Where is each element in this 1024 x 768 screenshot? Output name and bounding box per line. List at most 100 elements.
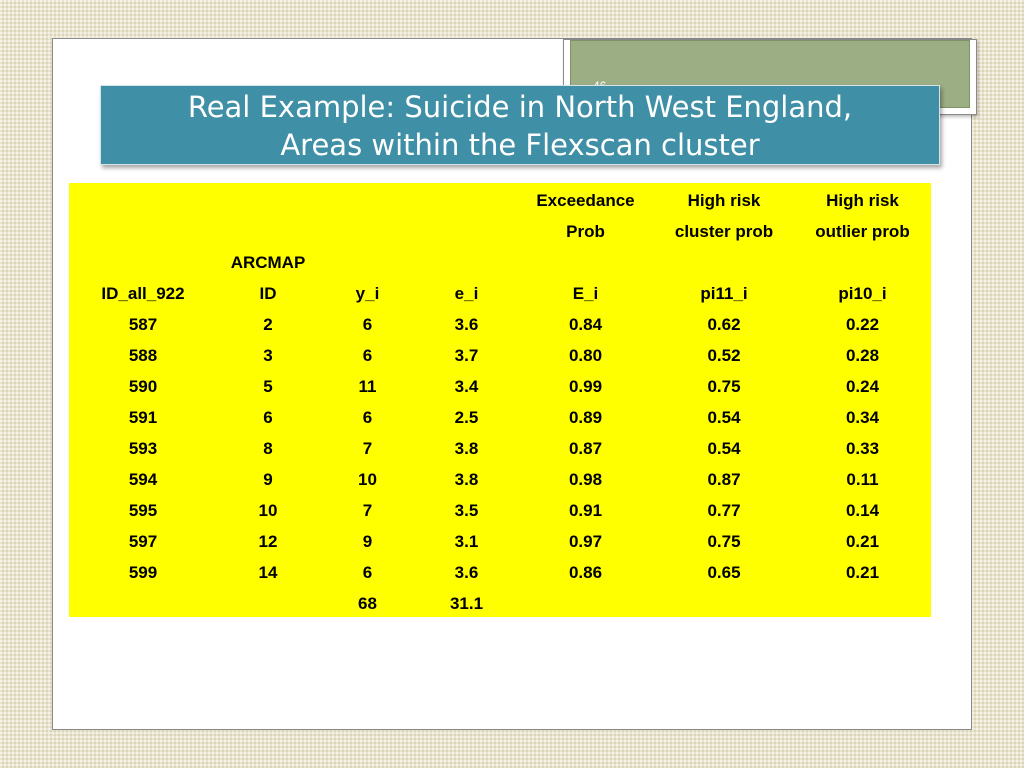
table-cell: 594 bbox=[128, 469, 158, 489]
table-cell bbox=[416, 247, 517, 278]
table-cell: 0.11 bbox=[846, 469, 879, 489]
table-cell: 6 bbox=[362, 345, 373, 365]
table-cell: 0.89 bbox=[568, 407, 603, 427]
table-cell: y_i bbox=[355, 283, 380, 303]
table-cell: 12 bbox=[258, 531, 278, 551]
table-cell: 3.8 bbox=[454, 438, 479, 458]
table-cell: 11 bbox=[358, 376, 377, 396]
table-row: 594 9 10 3.8 0.98 0.87 0.11 bbox=[69, 464, 931, 495]
data-table: Exceedance High risk High risk Prob cluster … bbox=[69, 183, 931, 619]
table-cell: 14 bbox=[258, 562, 278, 582]
table-body: Exceedance High risk High risk Prob cluster … bbox=[69, 183, 931, 619]
table-cell: 6 bbox=[362, 407, 373, 427]
table-row: 588 3 6 3.7 0.80 0.52 0.28 bbox=[69, 340, 931, 371]
table-cell: 8 bbox=[263, 438, 273, 458]
table-cell: pi10_i bbox=[838, 283, 887, 303]
table-cell: 0.75 bbox=[707, 376, 741, 396]
table-cell bbox=[69, 247, 217, 278]
table-cell: 7 bbox=[362, 500, 373, 520]
table-cell: 5 bbox=[263, 376, 273, 396]
table-cell bbox=[416, 216, 517, 247]
table-cell: 68 bbox=[358, 593, 377, 613]
table-cell bbox=[517, 247, 654, 278]
table-cell: 0.91 bbox=[568, 500, 603, 520]
table-cell: 0.77 bbox=[707, 500, 741, 520]
totals-row: 68 31.1 bbox=[69, 588, 931, 619]
table-cell: 3.1 bbox=[454, 531, 479, 551]
table-cell: 3.6 bbox=[454, 562, 479, 582]
table-cell: 9 bbox=[362, 531, 373, 551]
table-cell: ID_all_922 bbox=[101, 283, 185, 303]
title-bar: Real Example: Suicide in North West Engl… bbox=[100, 85, 940, 165]
table-cell: 6 bbox=[263, 407, 273, 427]
table-cell bbox=[69, 216, 217, 247]
table-cell: 591 bbox=[128, 407, 158, 427]
table-cell: 0.52 bbox=[707, 345, 741, 365]
table-cell: 593 bbox=[128, 438, 158, 458]
table-cell: 0.97 bbox=[568, 531, 603, 551]
table-cell: Exceedance bbox=[536, 190, 635, 210]
header-row: ARCMAP bbox=[69, 247, 931, 278]
table-row: 593 8 7 3.8 0.87 0.54 0.33 bbox=[69, 433, 931, 464]
table-cell: 0.65 bbox=[707, 562, 741, 582]
table-cell: pi11_i bbox=[700, 283, 748, 303]
table-cell: High risk bbox=[687, 190, 761, 210]
table-cell bbox=[319, 216, 416, 247]
table-cell: 10 bbox=[358, 469, 377, 489]
table-cell: E_i bbox=[572, 283, 599, 303]
table-cell: 2 bbox=[263, 314, 273, 334]
table-row: 595 10 7 3.5 0.91 0.77 0.14 bbox=[69, 495, 931, 526]
table-cell: 9 bbox=[263, 469, 273, 489]
table-cell: 595 bbox=[128, 500, 158, 520]
table-cell bbox=[217, 183, 319, 216]
table-cell: 588 bbox=[128, 345, 158, 365]
table-cell: 0.99 bbox=[568, 376, 603, 396]
header-row: Prob cluster prob outlier prob bbox=[69, 216, 931, 247]
table-cell: 31.1 bbox=[449, 593, 484, 613]
table-cell bbox=[654, 247, 794, 278]
table-cell: 2.5 bbox=[454, 407, 479, 427]
table-cell bbox=[69, 183, 217, 216]
header-row: Exceedance High risk High risk bbox=[69, 183, 931, 216]
table-cell: 0.14 bbox=[845, 500, 880, 520]
table-cell: 590 bbox=[128, 376, 158, 396]
table-cell: 597 bbox=[128, 531, 158, 551]
table-cell: 10 bbox=[258, 500, 278, 520]
table-cell bbox=[217, 216, 319, 247]
table-cell: cluster prob bbox=[674, 221, 774, 241]
table-cell: High risk bbox=[826, 190, 899, 210]
table-cell bbox=[416, 183, 517, 216]
table-cell bbox=[319, 247, 416, 278]
table-cell: 0.24 bbox=[845, 376, 880, 396]
table-cell: 0.80 bbox=[568, 345, 603, 365]
table-row: 591 6 6 2.5 0.89 0.54 0.34 bbox=[69, 402, 931, 433]
table-cell: ARCMAP bbox=[230, 252, 306, 272]
table-cell: 3.4 bbox=[454, 376, 479, 396]
table-cell: 3.5 bbox=[454, 500, 479, 520]
table-row: 599 14 6 3.6 0.86 0.65 0.21 bbox=[69, 557, 931, 588]
table-cell bbox=[654, 588, 794, 619]
table-cell bbox=[517, 588, 654, 619]
table-cell bbox=[217, 588, 319, 619]
table-cell bbox=[794, 247, 931, 278]
table-cell: 6 bbox=[362, 562, 373, 582]
table-cell: 0.28 bbox=[845, 345, 880, 365]
table-cell: 7 bbox=[362, 438, 373, 458]
table-cell: outlier prob bbox=[815, 221, 910, 241]
table-cell: ID bbox=[259, 283, 277, 303]
table-cell: 0.84 bbox=[568, 314, 603, 334]
table-row: 587 2 6 3.6 0.84 0.62 0.22 bbox=[69, 309, 931, 340]
table-cell: 0.22 bbox=[845, 314, 880, 334]
table-cell: 0.75 bbox=[707, 531, 741, 551]
table-cell: e_i bbox=[454, 283, 479, 303]
table-cell: Prob bbox=[566, 221, 605, 241]
table-cell: 0.87 bbox=[707, 469, 741, 489]
table-cell: 0.54 bbox=[707, 407, 741, 427]
table-cell: 3.6 bbox=[454, 314, 479, 334]
table-row: 597 12 9 3.1 0.97 0.75 0.21 bbox=[69, 526, 931, 557]
table-cell: 0.54 bbox=[707, 438, 741, 458]
table-row: 590 5 11 3.4 0.99 0.75 0.24 bbox=[69, 371, 931, 402]
table-cell: 6 bbox=[362, 314, 373, 334]
table-cell: 0.86 bbox=[568, 562, 603, 582]
table-cell: 0.87 bbox=[568, 438, 603, 458]
